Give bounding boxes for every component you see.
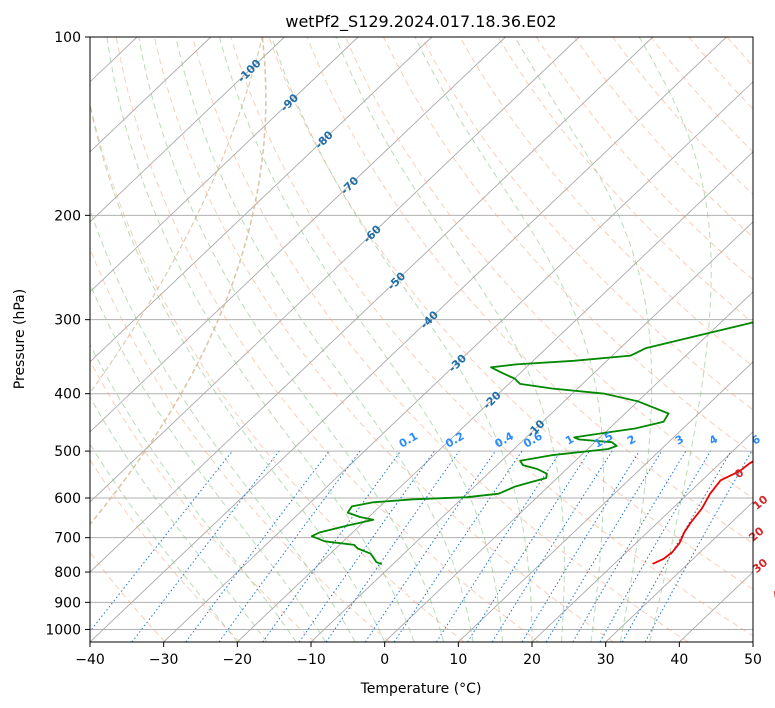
isotherm-line: [237, 151, 753, 642]
x-tick-label: 50: [744, 652, 762, 668]
y-tick-label: 1000: [45, 622, 81, 638]
x-tick-label: −10: [296, 652, 326, 668]
y-tick-label: 400: [54, 387, 81, 403]
isotherm-line: [90, 37, 285, 223]
mixing-ratio-line: [218, 450, 361, 642]
x-tick-label: 10: [449, 652, 467, 668]
moist-adiabat-line: [514, 37, 653, 642]
x-tick-label: 0: [380, 652, 389, 668]
dry-adiabat-line: [90, 359, 316, 642]
mixing-ratio-line: [364, 450, 496, 642]
x-tick-label: 40: [670, 652, 688, 668]
isotherm-line: [310, 221, 753, 642]
isotherm-line: [90, 37, 654, 573]
y-tick-label: 300: [54, 313, 81, 329]
dry-adiabat-line: [344, 37, 753, 499]
plot-frame: [89, 36, 754, 643]
y-tick-label: 200: [54, 208, 81, 224]
mixing-ratio-lines: [90, 450, 753, 642]
y-tick-label: 900: [54, 595, 81, 611]
isotherm-line: [90, 37, 359, 293]
moist-adiabat-line: [90, 102, 386, 642]
y-tick-label: 600: [54, 491, 81, 507]
isotherm-line: [458, 361, 753, 642]
moist-adiabat-line: [90, 343, 297, 642]
y-axis-ticks: 100 200 300 400 500 600 700 800 900 1000: [45, 30, 90, 638]
isotherm-line: [90, 37, 580, 503]
dry-adiabat-line: [230, 37, 753, 637]
moist-adiabat-line: [175, 37, 474, 642]
moist-adiabat-line: [218, 37, 503, 642]
dry-adiabat-line: [153, 37, 614, 642]
mixing-ratio-line: [435, 450, 562, 642]
mixing-ratio-line: [621, 450, 732, 642]
y-tick-label: 100: [54, 30, 81, 46]
dry-adiabat-line: [383, 37, 753, 455]
isotherm-line: [90, 37, 212, 153]
moist-adiabat-line: [138, 37, 445, 642]
y-tick-label: 800: [54, 565, 81, 581]
y-tick-label: 500: [54, 444, 81, 460]
profile-lines: [310, 321, 753, 566]
mixing-ratio-line: [521, 450, 640, 642]
moist-adiabat-line: [106, 37, 415, 642]
temperature-profile-line: [652, 460, 753, 565]
plot-area: [90, 37, 753, 642]
moist-adiabat-line: [90, 396, 268, 642]
dewpoint-profile-line: [310, 321, 753, 566]
x-tick-label: 30: [597, 652, 615, 668]
moist-adiabat-line: [271, 37, 533, 642]
isotherm-line: [605, 501, 753, 642]
mixing-ratio-line: [644, 450, 753, 642]
dry-adiabat-line: [306, 37, 753, 545]
reference-curve: [90, 37, 263, 394]
isotherm-grid: [90, 37, 753, 642]
mixing-ratio-line: [185, 450, 330, 642]
isotherm-line: [90, 37, 433, 363]
moist-adiabats: [90, 37, 712, 642]
x-axis-ticks: −40 −30 −20 −10 0 10 20 30 40 50: [75, 642, 762, 668]
y-axis-label: Pressure (hPa): [12, 289, 28, 389]
dry-adiabat-line: [90, 247, 390, 642]
reference-curves: [90, 37, 267, 526]
mixing-ratio-line: [467, 450, 590, 642]
x-tick-label: −30: [149, 652, 179, 668]
moist-adiabat-line: [90, 443, 238, 642]
x-tick-label: 20: [523, 652, 541, 668]
isotherm-line: [90, 37, 727, 642]
moist-adiabat-label: 40: [770, 582, 775, 602]
reference-curve: [90, 37, 267, 526]
moist-adiabat-line: [414, 37, 605, 642]
x-axis-label: Temperature (°C): [360, 681, 482, 697]
moist-adiabat-line: [90, 282, 327, 642]
mixing-ratio-line: [262, 450, 402, 642]
dry-adiabat-line: [90, 459, 241, 642]
chart-title: wetPf2_S129.2024.017.18.36.E02: [285, 12, 556, 32]
mixing-ratio-line: [298, 450, 435, 642]
y-tick-label: 700: [54, 531, 81, 547]
isotherm-line: [531, 431, 753, 642]
dry-adiabat-line: [268, 37, 753, 590]
isotherm-line: [163, 81, 753, 642]
moist-adiabat-line: [90, 208, 356, 642]
x-tick-label: −20: [223, 652, 253, 668]
dry-adiabat-line: [192, 37, 689, 642]
isotherm-line: [384, 291, 753, 642]
isobar-grid: [90, 37, 753, 630]
isotherm-line: [90, 37, 506, 433]
moist-adiabat-line: [638, 37, 712, 642]
moist-adiabat-line: [335, 37, 565, 642]
mixing-ratio-line: [325, 450, 460, 642]
chart-title-group: wetPf2_S129.2024.017.18.36.E02: [285, 12, 556, 32]
mixing-ratio-line: [545, 450, 662, 642]
dry-adiabats: [90, 37, 753, 642]
x-tick-label: −40: [75, 652, 105, 668]
dry-adiabat-line: [421, 37, 753, 411]
